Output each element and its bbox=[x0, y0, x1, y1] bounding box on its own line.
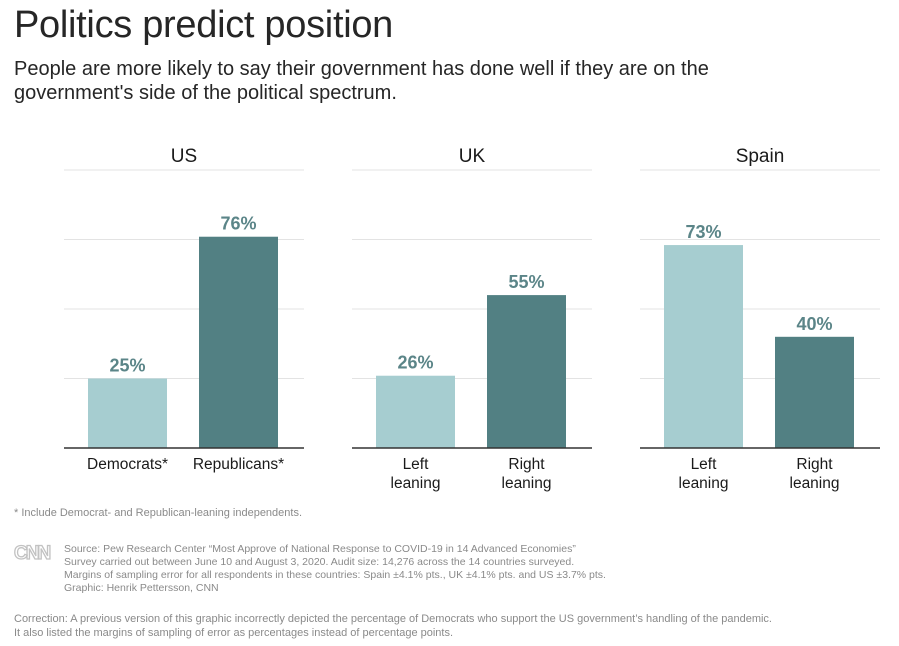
bar bbox=[199, 236, 278, 448]
value-label: 25% bbox=[109, 356, 145, 376]
value-label: 26% bbox=[397, 353, 433, 373]
value-label: 55% bbox=[508, 272, 544, 292]
value-label: 73% bbox=[685, 222, 721, 242]
correction-line: Correction: A previous version of this g… bbox=[14, 613, 772, 625]
correction-note: Correction: A previous version of this g… bbox=[14, 612, 772, 640]
cnn-logo: CNN bbox=[14, 543, 52, 563]
correction-line: It also listed the margins of sampling o… bbox=[14, 627, 454, 639]
source-block: Source: Pew Research Center “Most Approv… bbox=[64, 543, 606, 595]
category-label: Left leaning bbox=[391, 456, 441, 492]
value-label: 40% bbox=[796, 314, 832, 334]
category-label: Right leaning bbox=[790, 456, 840, 492]
bar bbox=[664, 245, 743, 448]
panel-title: Spain bbox=[736, 146, 785, 167]
bar bbox=[487, 295, 566, 448]
source-line: Source: Pew Research Center “Most Approv… bbox=[64, 543, 576, 555]
panel-title: US bbox=[171, 146, 197, 167]
source-line: Margins of sampling error for all respon… bbox=[64, 569, 606, 581]
category-label: Democrats* bbox=[87, 456, 168, 473]
chart-subtitle: People are more likely to say their gove… bbox=[14, 58, 709, 104]
source-line: Graphic: Henrik Pettersson, CNN bbox=[64, 582, 219, 594]
category-label: Republicans* bbox=[193, 456, 284, 473]
category-label: Right leaning bbox=[502, 456, 552, 492]
chart-title: Politics predict position bbox=[14, 4, 394, 46]
bar bbox=[88, 378, 167, 448]
value-label: 76% bbox=[220, 214, 256, 234]
bar bbox=[376, 375, 455, 448]
source-line: Survey carried out between June 10 and A… bbox=[64, 556, 575, 568]
bar bbox=[775, 336, 854, 448]
panel-title: UK bbox=[459, 146, 486, 167]
cnn-logo-text: CNN bbox=[14, 543, 50, 563]
footnote: * Include Democrat- and Republican-leani… bbox=[14, 507, 303, 519]
category-label: Left leaning bbox=[679, 456, 729, 492]
